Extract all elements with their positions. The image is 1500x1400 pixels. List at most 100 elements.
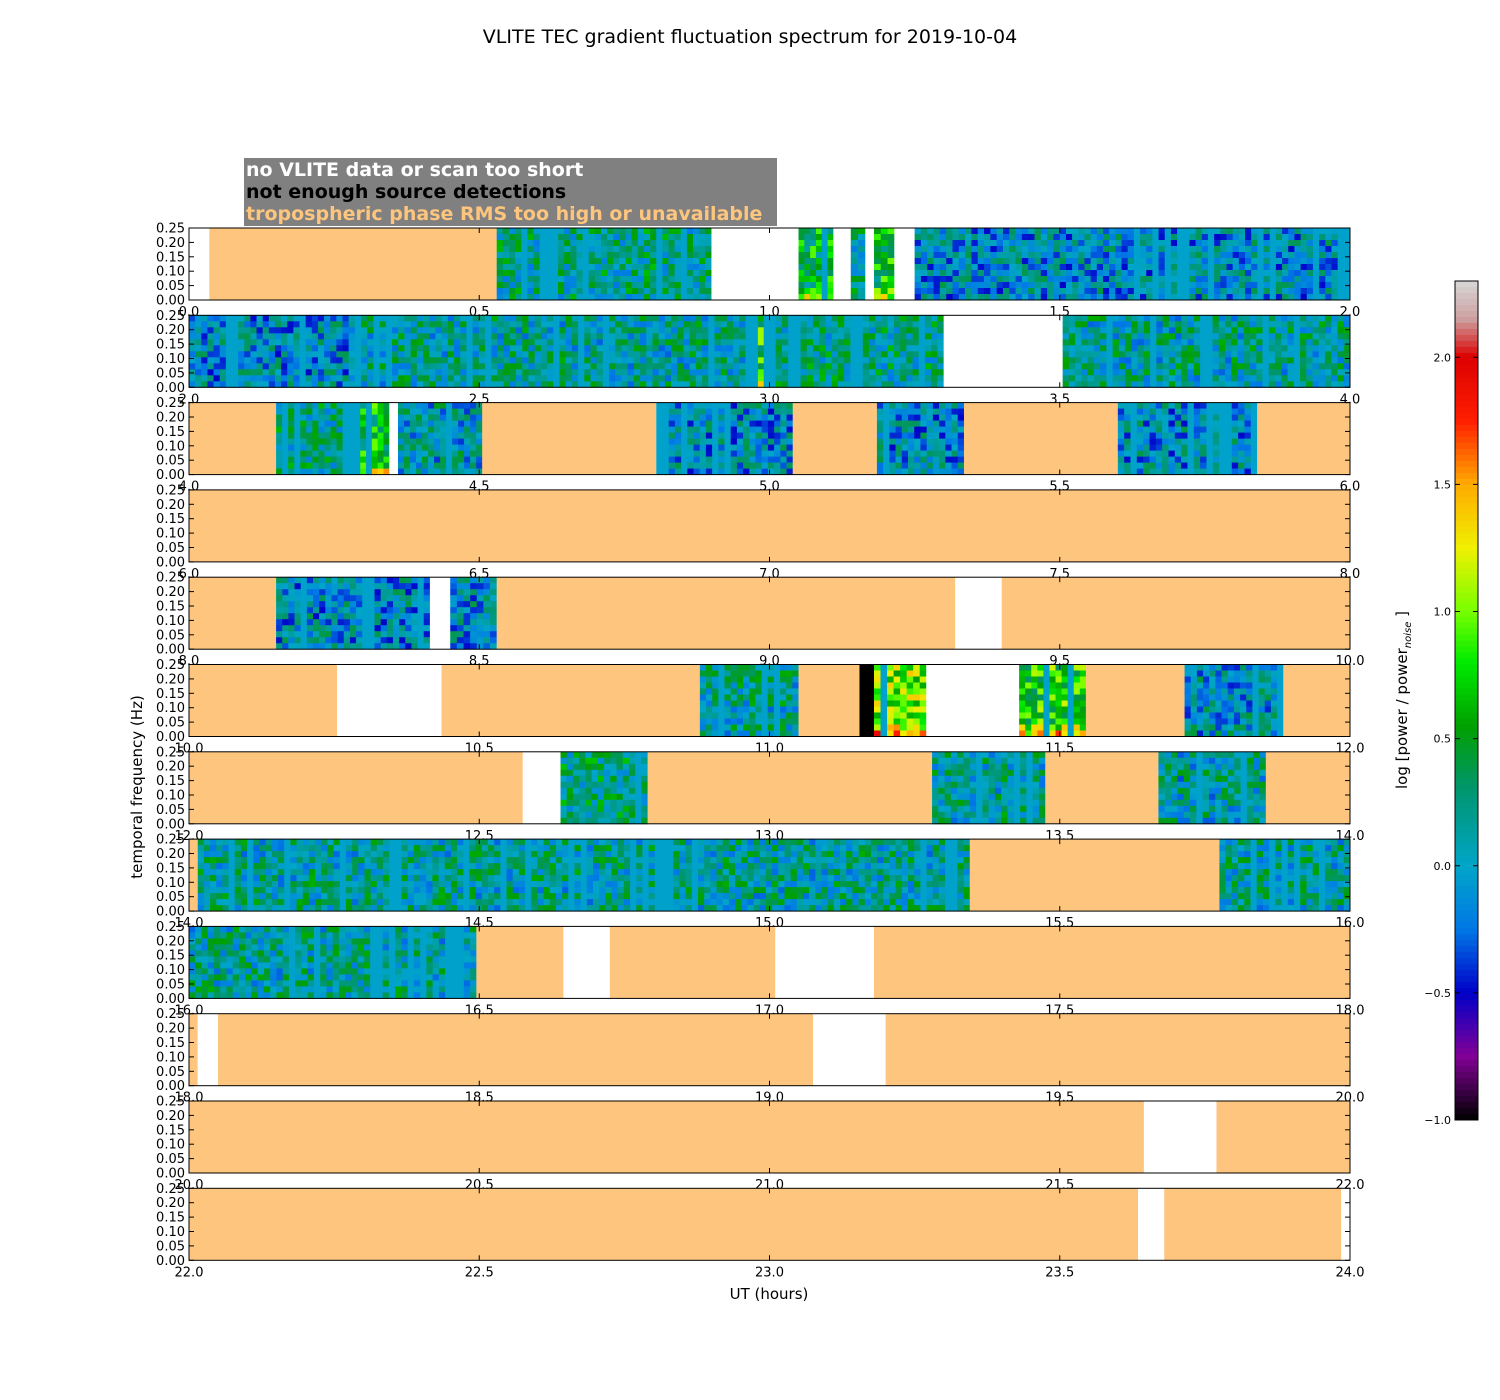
spectrum-cell xyxy=(565,369,573,376)
spectrum-cell xyxy=(726,339,734,346)
spectrum-cell xyxy=(1125,351,1132,358)
spectrum-cell xyxy=(470,432,477,439)
spectrum-cell xyxy=(761,456,769,463)
spectrum-cell xyxy=(971,288,979,295)
spectrum-cell xyxy=(470,450,477,457)
spectrum-cell xyxy=(705,420,713,427)
spectrum-cell xyxy=(1118,369,1126,376)
spectrum-cell xyxy=(774,420,781,427)
spectrum-cell xyxy=(1168,369,1176,376)
spectrum-cell xyxy=(1087,321,1095,328)
spectrum-cell xyxy=(594,258,602,265)
spectrum-cell xyxy=(1193,357,1201,364)
spectrum-cell xyxy=(780,450,787,457)
spectrum-cell xyxy=(931,381,938,388)
spectrum-cell xyxy=(417,607,425,614)
spectrum-cell xyxy=(231,339,239,346)
spectrum-cell xyxy=(1231,339,1238,346)
spectrum-cell xyxy=(924,321,932,328)
spectrum-cell xyxy=(893,351,901,358)
spectrum-cell xyxy=(757,369,765,376)
spectrum-cell xyxy=(256,351,264,358)
spectrum-cell xyxy=(515,282,522,289)
spectrum-cell xyxy=(225,339,233,346)
spectrum-cell xyxy=(1152,282,1159,289)
spectrum-cell xyxy=(1155,462,1163,469)
spectrum-cell xyxy=(336,333,343,340)
spectrum-cell xyxy=(1312,357,1320,364)
spectrum-cell xyxy=(1282,264,1289,271)
spectrum-cell xyxy=(1034,234,1042,241)
spectrum-cell xyxy=(368,619,375,626)
spectrum-cell xyxy=(527,282,534,289)
spectrum-cell xyxy=(516,381,523,388)
spectrum-cell xyxy=(551,264,559,271)
spectrum-cell xyxy=(677,369,684,376)
spectrum-cell xyxy=(873,264,882,271)
spectrum-cell xyxy=(957,468,965,475)
spectrum-cell xyxy=(1282,252,1289,259)
spectrum-cell xyxy=(662,282,669,289)
spectrum-cell xyxy=(743,450,750,457)
spectrum-cell xyxy=(662,294,669,301)
spectrum-cell xyxy=(337,583,345,590)
spectrum-cell xyxy=(1201,258,1209,265)
spectrum-cell xyxy=(1162,468,1169,475)
spectrum-cell xyxy=(1168,414,1176,421)
spectrum-cell xyxy=(349,577,357,584)
spectrum-cell xyxy=(399,619,406,626)
spectrum-cell xyxy=(1319,288,1326,295)
spectrum-cell xyxy=(342,381,350,388)
spectrum-cell xyxy=(458,462,465,469)
spectrum-cell xyxy=(662,450,670,457)
spectrum-cell xyxy=(348,456,355,463)
spectrum-cell xyxy=(596,333,604,340)
spectrum-cell xyxy=(1263,252,1271,259)
spectrum-cell xyxy=(1102,288,1110,295)
spectrum-cell xyxy=(1306,276,1314,283)
spectrum-cell xyxy=(825,315,833,322)
spectrum-cell xyxy=(576,282,583,289)
spectrum-cell xyxy=(804,276,811,283)
spectrum-cell xyxy=(914,228,922,235)
spectrum-cell xyxy=(564,282,571,289)
spectrum-cell xyxy=(924,363,932,370)
spectrum-cell xyxy=(584,375,591,382)
spectrum-cell xyxy=(1053,246,1061,253)
spectrum-cell xyxy=(558,276,565,283)
spectrum-cell xyxy=(545,294,553,301)
spectrum-cell xyxy=(1168,339,1176,346)
spectrum-cell xyxy=(769,375,777,382)
spectrum-cell xyxy=(330,438,337,445)
spectrum-cell xyxy=(534,333,542,340)
spectrum-cell xyxy=(565,375,573,382)
spectrum-cell xyxy=(447,357,455,364)
spectrum-cell xyxy=(815,288,823,295)
spectrum-cell xyxy=(880,270,888,277)
spectrum-cell xyxy=(410,333,418,340)
spectrum-cell xyxy=(1225,321,1232,328)
spectrum-cell xyxy=(281,363,288,370)
spectrum-cell xyxy=(385,339,393,346)
spectrum-cell xyxy=(662,264,669,271)
spectrum-cell xyxy=(1181,414,1188,421)
spectrum-cell xyxy=(1337,258,1345,265)
spectrum-cell xyxy=(1212,444,1220,451)
spectrum-cell xyxy=(1306,294,1314,301)
spectrum-cell xyxy=(1130,402,1138,409)
spectrum-cell xyxy=(1251,264,1258,271)
spectrum-cell xyxy=(600,276,608,283)
spectrum-cell xyxy=(609,363,616,370)
spectrum-cell xyxy=(755,450,763,457)
spectrum-cell xyxy=(458,450,465,457)
spectrum-cell xyxy=(990,240,998,247)
spectrum-cell xyxy=(281,375,288,382)
spectrum-cell xyxy=(404,327,412,334)
spectrum-cell xyxy=(656,438,663,445)
spectrum-cell xyxy=(392,321,399,328)
spectrum-cell xyxy=(1084,258,1092,265)
spectrum-cell xyxy=(680,252,688,259)
spectrum-cell xyxy=(452,438,459,445)
spectrum-cell xyxy=(348,402,355,409)
spectrum-cell xyxy=(932,408,940,415)
